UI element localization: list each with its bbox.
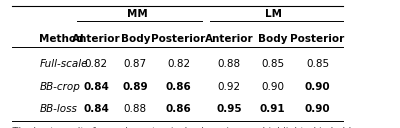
- Text: 0.82: 0.82: [84, 59, 108, 69]
- Text: 0.82: 0.82: [167, 59, 190, 69]
- Text: Posterior: Posterior: [290, 34, 345, 44]
- Text: 0.95: 0.95: [216, 104, 242, 114]
- Text: LM: LM: [265, 9, 282, 19]
- Text: BB-crop: BB-crop: [39, 82, 80, 92]
- Text: 0.88: 0.88: [124, 104, 147, 114]
- Text: 0.86: 0.86: [166, 82, 191, 92]
- Text: BB-loss: BB-loss: [39, 104, 77, 114]
- Text: MM: MM: [127, 9, 148, 19]
- Text: 0.90: 0.90: [305, 104, 330, 114]
- Text: Method: Method: [39, 34, 84, 44]
- Text: Full-scale: Full-scale: [39, 59, 88, 69]
- Text: 0.89: 0.89: [122, 82, 148, 92]
- Text: 0.86: 0.86: [166, 104, 191, 114]
- Text: Anterior: Anterior: [72, 34, 120, 44]
- Text: 0.90: 0.90: [305, 82, 330, 92]
- Text: The best results for each anatomical sub-region are highlighted in bold.: The best results for each anatomical sub…: [12, 127, 353, 128]
- Text: 0.84: 0.84: [83, 104, 109, 114]
- Text: 0.91: 0.91: [260, 104, 285, 114]
- Text: Body: Body: [258, 34, 287, 44]
- Text: Body: Body: [120, 34, 150, 44]
- Text: 0.84: 0.84: [83, 82, 109, 92]
- Text: 0.88: 0.88: [218, 59, 241, 69]
- Text: 0.85: 0.85: [261, 59, 284, 69]
- Text: 0.85: 0.85: [306, 59, 329, 69]
- Text: Posterior: Posterior: [151, 34, 206, 44]
- Text: 0.92: 0.92: [218, 82, 241, 92]
- Text: 0.90: 0.90: [261, 82, 284, 92]
- Text: Anterior: Anterior: [205, 34, 254, 44]
- Text: 0.87: 0.87: [124, 59, 147, 69]
